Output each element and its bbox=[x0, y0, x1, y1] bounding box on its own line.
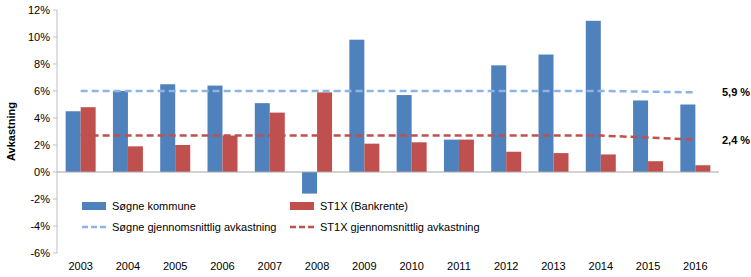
bar bbox=[412, 142, 427, 172]
bar bbox=[459, 140, 474, 172]
data-label: 2,4 % bbox=[722, 134, 750, 146]
x-tick-label: 2003 bbox=[68, 260, 92, 272]
legend-label: ST1X gjennomsnittlig avkastning bbox=[320, 221, 480, 233]
y-tick bbox=[53, 199, 57, 200]
bar bbox=[302, 172, 317, 194]
y-tick bbox=[53, 118, 57, 119]
bar bbox=[648, 161, 663, 172]
x-tick-label: 2004 bbox=[116, 260, 140, 272]
bar bbox=[601, 154, 616, 172]
x-tick-label: 2007 bbox=[258, 260, 282, 272]
bar bbox=[695, 165, 710, 172]
x-tick-label: 2013 bbox=[541, 260, 565, 272]
legend-swatch bbox=[290, 226, 314, 229]
bar bbox=[491, 65, 506, 172]
y-tick bbox=[53, 145, 57, 146]
x-tick-label: 2011 bbox=[447, 260, 471, 272]
y-axis-line bbox=[57, 10, 58, 253]
y-tick-label: -2% bbox=[30, 193, 50, 205]
x-tick-label: 2012 bbox=[494, 260, 518, 272]
y-tick bbox=[53, 172, 57, 173]
y-tick bbox=[53, 253, 57, 254]
y-tick bbox=[53, 10, 57, 11]
y-tick bbox=[53, 37, 57, 38]
y-tick-label: 10% bbox=[28, 31, 50, 43]
bar bbox=[160, 84, 175, 172]
legend-swatch bbox=[82, 226, 106, 229]
y-tick-label: 0% bbox=[34, 166, 50, 178]
legend-swatch bbox=[290, 202, 314, 210]
bar bbox=[554, 153, 569, 172]
x-tick-label: 2005 bbox=[163, 260, 187, 272]
x-tick-label: 2008 bbox=[305, 260, 329, 272]
bar bbox=[586, 21, 601, 172]
y-tick-label: -6% bbox=[30, 247, 50, 259]
legend-label: Søgne gjennomsnittlig avkastning bbox=[112, 221, 276, 233]
y-tick-label: 6% bbox=[34, 85, 50, 97]
bar bbox=[506, 152, 521, 172]
x-tick-label: 2016 bbox=[683, 260, 707, 272]
legend-label: Søgne kommune bbox=[112, 200, 196, 212]
x-tick-label: 2014 bbox=[589, 260, 613, 272]
bar bbox=[113, 91, 128, 172]
y-tick-label: 2% bbox=[34, 139, 50, 151]
zero-line bbox=[57, 172, 719, 173]
legend-label: ST1X (Bankrente) bbox=[320, 200, 408, 212]
average-line bbox=[81, 91, 696, 92]
bar bbox=[270, 113, 285, 172]
x-tick-label: 2006 bbox=[210, 260, 234, 272]
plot-area bbox=[66, 21, 711, 194]
y-tick-label: 4% bbox=[34, 112, 50, 124]
bar bbox=[81, 107, 96, 172]
chart: -6% -4% -2% 0% 2% 4% 6% 8% 10% 12% Avkastning 2003 2… bbox=[0, 0, 751, 277]
bar bbox=[349, 40, 364, 172]
y-tick-label: 12% bbox=[28, 4, 50, 16]
x-tick-label: 2009 bbox=[352, 260, 376, 272]
y-axis-title: Avkastning bbox=[5, 102, 17, 161]
bar bbox=[364, 144, 379, 172]
bar bbox=[539, 55, 554, 172]
average-line bbox=[81, 136, 696, 140]
bar bbox=[175, 145, 190, 172]
y-tick bbox=[53, 226, 57, 227]
y-tick bbox=[53, 64, 57, 65]
y-tick-label: 8% bbox=[34, 58, 50, 70]
legend-swatch bbox=[82, 202, 106, 210]
bar bbox=[128, 146, 143, 172]
data-label: 5,9 % bbox=[722, 86, 750, 98]
y-tick bbox=[53, 91, 57, 92]
bar bbox=[397, 95, 412, 172]
bar bbox=[444, 140, 459, 172]
bar bbox=[255, 103, 270, 172]
x-tick-label: 2010 bbox=[399, 260, 423, 272]
bar bbox=[208, 86, 223, 172]
bar bbox=[223, 136, 238, 172]
y-tick-label: -4% bbox=[30, 220, 50, 232]
bar bbox=[66, 111, 81, 172]
x-tick-label: 2015 bbox=[636, 260, 660, 272]
bar bbox=[317, 92, 332, 172]
